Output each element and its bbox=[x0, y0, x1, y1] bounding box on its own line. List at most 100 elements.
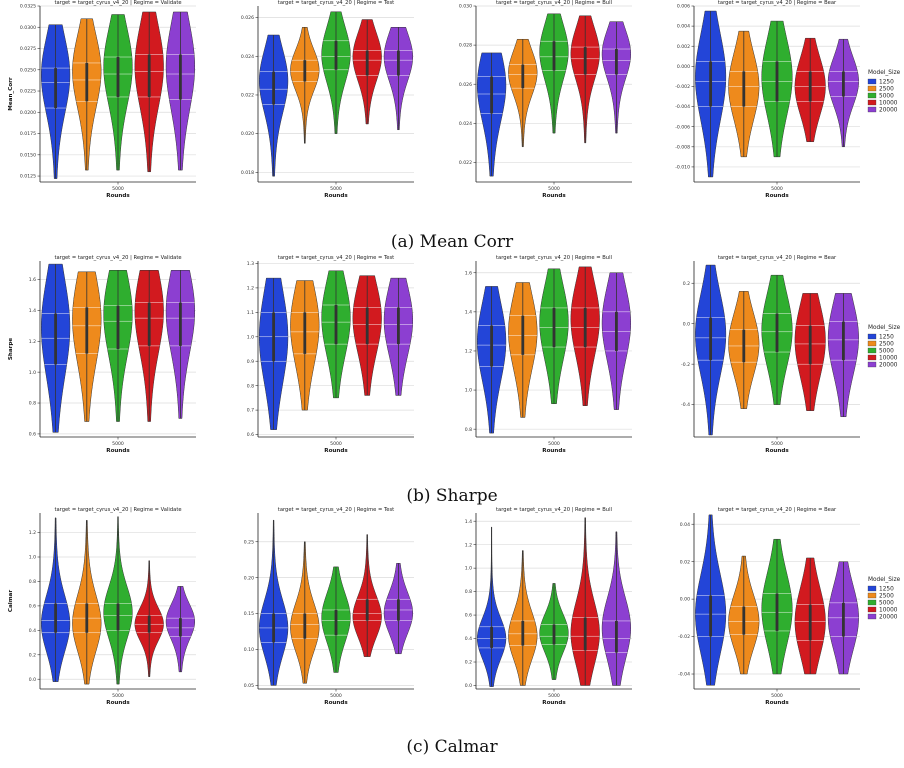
x-axis-label: Rounds bbox=[106, 193, 130, 199]
y-tick-label: 0.04 bbox=[680, 522, 690, 528]
panel-title: target = target_cyrus_v4_20 | Regime = V… bbox=[54, 0, 181, 6]
legend-swatch bbox=[867, 106, 877, 113]
panel-title: target = target_cyrus_v4_20 | Regime = B… bbox=[718, 0, 837, 6]
x-tick-label: 5000 bbox=[330, 441, 342, 447]
y-tick-label: 0.6 bbox=[29, 432, 36, 438]
legend-swatch bbox=[867, 361, 877, 368]
panel-title: target = target_cyrus_v4_20 | Regime = V… bbox=[54, 255, 181, 261]
iqr-box bbox=[490, 325, 493, 367]
x-tick-label: 5000 bbox=[112, 693, 124, 699]
y-tick-label: 0.0175 bbox=[20, 131, 36, 137]
y-tick-label: 0.0250 bbox=[20, 67, 36, 73]
legend-label: 2500 bbox=[879, 594, 894, 600]
iqr-box bbox=[334, 305, 338, 345]
panel-title: target = target_cyrus_v4_20 | Regime = T… bbox=[278, 0, 394, 6]
y-tick-label: 1.6 bbox=[465, 270, 472, 276]
y-tick-label: 0.018 bbox=[241, 170, 254, 176]
y-tick-label: -0.004 bbox=[675, 104, 690, 110]
y-tick-label: 0.026 bbox=[241, 15, 254, 21]
legend-swatch bbox=[867, 613, 877, 620]
x-axis-label: Rounds bbox=[324, 700, 348, 706]
x-axis-label: Rounds bbox=[324, 448, 348, 454]
iqr-box bbox=[397, 50, 400, 76]
legend-title: Model_Size bbox=[868, 325, 901, 331]
x-tick-label: 5000 bbox=[112, 441, 124, 447]
iqr-box bbox=[583, 307, 587, 348]
legend-label: 1250 bbox=[879, 80, 894, 86]
iqr-box bbox=[147, 302, 151, 346]
legend-label: 2500 bbox=[879, 342, 894, 348]
iqr-box bbox=[365, 599, 369, 621]
y-tick-label: 0.02 bbox=[680, 559, 690, 565]
iqr-box bbox=[397, 307, 400, 345]
iqr-box bbox=[709, 61, 712, 107]
iqr-box bbox=[552, 624, 556, 645]
y-tick-label: -0.002 bbox=[675, 84, 690, 90]
y-tick-label: 1.0 bbox=[247, 334, 254, 340]
iqr-box bbox=[742, 329, 746, 363]
y-tick-label: 0.024 bbox=[241, 54, 254, 60]
y-tick-label: 0.6 bbox=[29, 603, 36, 609]
iqr-box bbox=[116, 305, 120, 349]
y-tick-label: 1.1 bbox=[247, 310, 254, 316]
y-tick-label: 0.15 bbox=[244, 611, 254, 617]
y-tick-label: 0.022 bbox=[241, 93, 254, 99]
x-tick-label: 5000 bbox=[771, 441, 783, 447]
iqr-box bbox=[179, 618, 182, 637]
iqr-box bbox=[147, 54, 151, 97]
iqr-box bbox=[583, 617, 587, 651]
chart-panel: target = target_cyrus_v4_20 | Regime = B… bbox=[678, 507, 901, 706]
y-tick-label: 0.0300 bbox=[20, 25, 36, 31]
y-tick-label: 0.2 bbox=[465, 660, 472, 666]
figure-caption: (c) Calmar bbox=[406, 737, 498, 757]
y-tick-label: 0.8 bbox=[465, 427, 472, 433]
iqr-box bbox=[615, 311, 618, 351]
y-tick-label: 1.6 bbox=[29, 277, 36, 283]
y-tick-label: 0.6 bbox=[465, 613, 472, 619]
legend-swatch bbox=[867, 585, 877, 592]
y-tick-label: 0.0 bbox=[683, 321, 690, 327]
y-tick-label: 0.2 bbox=[683, 281, 690, 287]
y-tick-label: 1.2 bbox=[29, 530, 36, 536]
chart-panel: target = target_cyrus_v4_20 | Regime = B… bbox=[459, 0, 632, 199]
iqr-box bbox=[615, 620, 618, 653]
iqr-box bbox=[54, 603, 57, 633]
legend-label: 10000 bbox=[879, 608, 898, 614]
y-tick-label: 0.8 bbox=[29, 401, 36, 407]
figure-caption: (a) Mean Corr bbox=[391, 232, 514, 252]
y-tick-label: -0.4 bbox=[681, 402, 690, 408]
legend-swatch bbox=[867, 606, 877, 613]
y-tick-label: 0.002 bbox=[677, 44, 690, 50]
y-axis-label: Calmar bbox=[8, 590, 14, 612]
legend-title: Model_Size bbox=[868, 577, 901, 583]
legend-label: 10000 bbox=[879, 356, 898, 362]
x-tick-label: 5000 bbox=[548, 693, 560, 699]
y-tick-label: 0.000 bbox=[677, 64, 690, 70]
legend-label: 1250 bbox=[879, 587, 894, 593]
chart-panel: target = target_cyrus_v4_20 | Regime = T… bbox=[247, 255, 414, 454]
legend-label: 2500 bbox=[879, 87, 894, 93]
x-tick-label: 5000 bbox=[771, 186, 783, 192]
legend-swatch bbox=[867, 340, 877, 347]
y-tick-label: 0.25 bbox=[244, 539, 254, 545]
iqr-box bbox=[521, 315, 525, 355]
legend-label: 20000 bbox=[879, 615, 898, 621]
chart-panel: target = target_cyrus_v4_20 | Regime = B… bbox=[465, 507, 632, 706]
legend-swatch bbox=[867, 354, 877, 361]
x-tick-label: 5000 bbox=[771, 693, 783, 699]
x-axis-label: Rounds bbox=[106, 448, 130, 454]
legend-swatch bbox=[867, 85, 877, 92]
y-tick-label: 0.004 bbox=[677, 24, 690, 30]
iqr-box bbox=[552, 307, 556, 348]
iqr-box bbox=[808, 71, 812, 102]
legend-swatch bbox=[867, 592, 877, 599]
y-tick-label: 1.4 bbox=[465, 309, 472, 315]
legend-swatch bbox=[867, 78, 877, 85]
y-tick-label: -0.04 bbox=[678, 672, 690, 678]
y-tick-label: 1.2 bbox=[465, 542, 472, 548]
panel-title: target = target_cyrus_v4_20 | Regime = B… bbox=[496, 0, 612, 6]
panel-title: target = target_cyrus_v4_20 | Regime = B… bbox=[718, 255, 837, 261]
y-tick-label: 0.0 bbox=[29, 677, 36, 683]
y-tick-label: 0.0150 bbox=[20, 152, 36, 158]
